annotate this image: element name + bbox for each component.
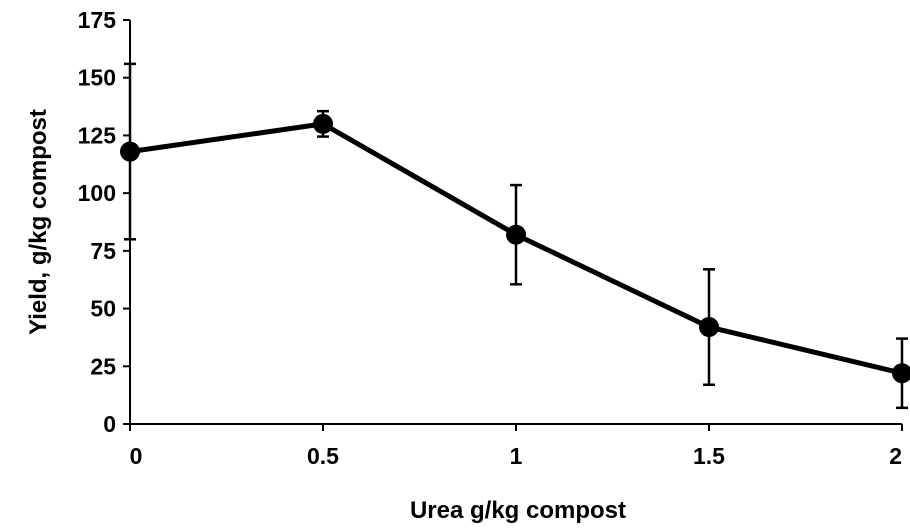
- y-tick-label: 50: [90, 296, 116, 322]
- y-tick-label: 150: [78, 65, 116, 91]
- x-tick-label: 0.5: [307, 443, 339, 469]
- data-point: [313, 113, 333, 134]
- tick-labels: 0 25 50 75 100 125 150 175 0 0.5 1 1.5 2: [78, 7, 902, 469]
- data-point: [892, 363, 910, 384]
- data-series: [120, 62, 910, 410]
- y-tick-label: 100: [78, 180, 116, 206]
- data-point: [120, 141, 140, 162]
- x-tick-label: 0: [130, 443, 143, 469]
- y-axis-title: Yield, g/kg compost: [25, 109, 52, 335]
- y-tick-label: 175: [78, 7, 117, 33]
- x-tick-label: 1.5: [693, 443, 725, 469]
- y-tick-label: 75: [90, 238, 116, 264]
- y-tick-label: 0: [103, 411, 116, 437]
- x-axis-title: Urea g/kg compost: [410, 497, 626, 524]
- y-tick-label: 25: [90, 353, 116, 379]
- data-point: [506, 224, 526, 245]
- data-point: [699, 317, 719, 338]
- x-tick-label: 2: [889, 443, 902, 469]
- x-tick-label: 1: [510, 443, 523, 469]
- y-tick-label: 125: [78, 122, 117, 148]
